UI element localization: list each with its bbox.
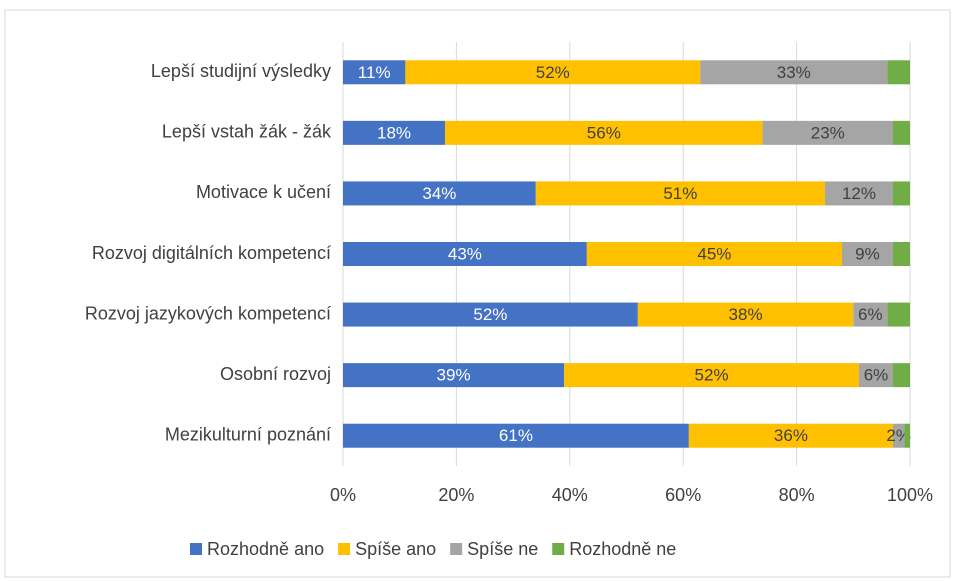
legend-label: Rozhodně ano <box>207 539 324 559</box>
bar-segment <box>904 423 910 448</box>
value-label: 52% <box>695 366 729 385</box>
value-label: 11% <box>358 63 391 82</box>
value-label: 52% <box>473 305 507 324</box>
value-label: 61% <box>499 426 533 445</box>
bar-segment <box>700 60 888 85</box>
bar-segment <box>887 60 910 85</box>
bar-segment <box>343 363 565 388</box>
value-label: 38% <box>729 305 763 324</box>
y-tick-label: Motivace k učení <box>196 182 331 202</box>
value-label: 6% <box>864 366 889 385</box>
bar-segment <box>841 242 893 266</box>
x-tick-label: 100% <box>887 485 933 505</box>
value-label: 23% <box>811 123 845 142</box>
x-tick-label: 0% <box>330 485 356 505</box>
value-label: 9% <box>855 244 880 263</box>
value-label: 18% <box>377 123 411 142</box>
bar-segment <box>535 181 825 206</box>
value-label: 52% <box>536 63 570 82</box>
bar-segment <box>405 60 701 85</box>
bar-segment <box>343 181 536 206</box>
value-label: 45% <box>697 244 731 263</box>
y-tick-label: Lepší vstah žák - žák <box>162 122 332 142</box>
value-label: 39% <box>437 366 471 385</box>
bar-segment <box>343 242 587 266</box>
bar-segment <box>343 423 689 448</box>
bar-segment <box>343 302 638 327</box>
bar-segment <box>445 120 763 145</box>
bar-segment <box>887 302 910 327</box>
legend-label: Spíše ano <box>355 539 436 559</box>
bar-segment <box>892 242 910 266</box>
bar-segment <box>688 423 893 448</box>
x-tick-label: 80% <box>779 485 815 505</box>
bar-segment <box>637 302 854 327</box>
value-label: 51% <box>663 184 697 203</box>
legend-label: Rozhodně ne <box>569 539 676 559</box>
bar-segment <box>892 120 910 145</box>
value-label: 33% <box>777 63 811 82</box>
bar-segment <box>892 363 910 388</box>
bar-segment <box>343 120 446 145</box>
bar-segment <box>564 363 859 388</box>
y-tick-label: Lepší studijní výsledky <box>151 61 331 81</box>
x-tick-label: 40% <box>552 485 588 505</box>
bar-segment <box>762 120 893 145</box>
y-tick-label: Osobní rozvoj <box>220 364 331 384</box>
legend-swatch <box>190 543 202 555</box>
y-tick-label: Rozvoj digitálních kompetencí <box>92 243 331 263</box>
chart-frame <box>4 9 951 578</box>
value-label: 36% <box>774 426 808 445</box>
y-tick-label: Mezikulturní poznání <box>165 424 331 444</box>
bar-segment <box>343 60 406 85</box>
y-tick-label: Rozvoj jazykových kompetencí <box>85 303 331 323</box>
bar-segment <box>892 181 910 206</box>
legend-swatch <box>450 543 463 555</box>
bar-segment <box>858 363 893 388</box>
value-label: 6% <box>858 305 883 324</box>
value-label: 43% <box>448 244 482 263</box>
value-label: 56% <box>587 123 621 142</box>
x-tick-label: 60% <box>665 485 701 505</box>
bar-segment <box>586 242 842 266</box>
legend-label: Spíše ne <box>467 539 538 559</box>
legend-swatch <box>338 543 351 555</box>
bar-segment <box>853 302 888 327</box>
bar-segment <box>824 181 893 206</box>
value-label: 12% <box>842 184 876 203</box>
bar-segment <box>892 423 905 448</box>
x-tick-label: 20% <box>438 485 474 505</box>
value-label: 34% <box>422 184 456 203</box>
legend-swatch <box>552 543 565 555</box>
